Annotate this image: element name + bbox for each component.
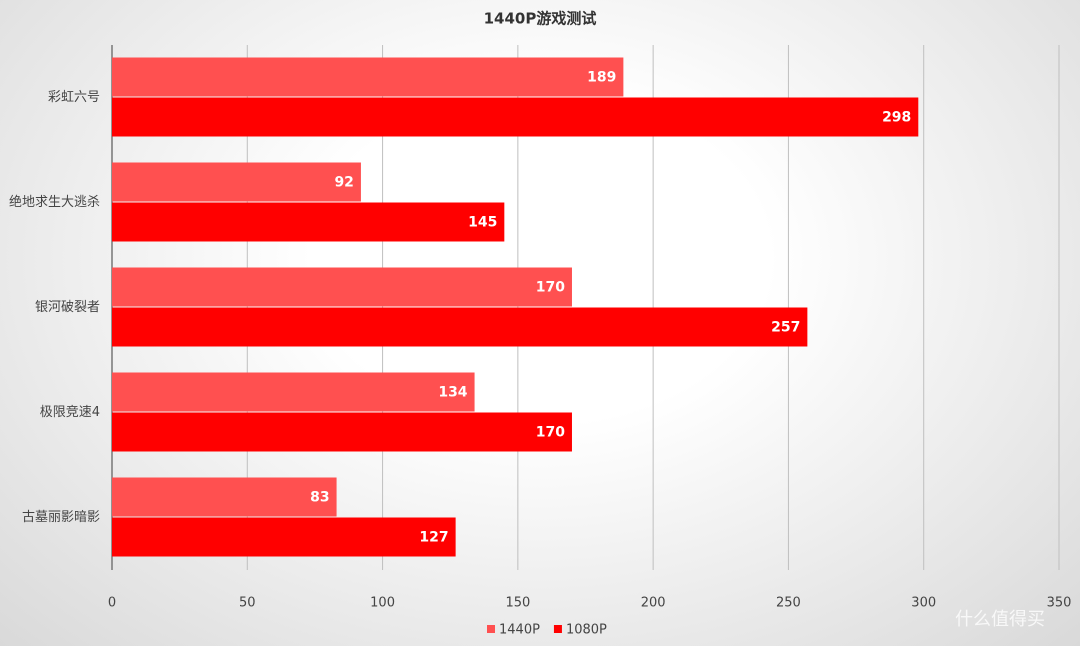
value-label: 189 xyxy=(587,70,616,86)
value-label: 92 xyxy=(334,175,353,191)
x-tick-label: 0 xyxy=(108,596,116,611)
watermark: 什么值得买 xyxy=(955,609,1045,630)
bar xyxy=(112,372,475,412)
bar xyxy=(112,162,361,202)
bar xyxy=(112,307,808,347)
legend-label: 1080P xyxy=(566,623,607,638)
bar xyxy=(112,202,505,242)
value-label: 170 xyxy=(536,280,565,296)
bar xyxy=(112,477,337,517)
x-tick-label: 300 xyxy=(911,596,936,611)
value-label: 145 xyxy=(468,215,497,231)
value-label: 134 xyxy=(438,385,467,401)
value-label: 170 xyxy=(536,425,565,441)
chart-title: 1440P游戏测试 xyxy=(484,10,597,28)
bar xyxy=(112,97,919,137)
bar xyxy=(112,57,624,97)
value-label: 83 xyxy=(310,490,329,506)
x-tick-label: 150 xyxy=(505,596,530,611)
bar xyxy=(112,412,572,452)
y-tick-label: 银河破裂者 xyxy=(35,300,100,315)
value-label: 127 xyxy=(419,530,448,546)
legend-swatch xyxy=(487,625,495,633)
x-tick-label: 50 xyxy=(239,596,256,611)
legend-swatch xyxy=(553,625,562,633)
x-tick-label: 350 xyxy=(1047,596,1072,611)
bar xyxy=(112,517,456,557)
x-tick-label: 200 xyxy=(641,596,666,611)
y-tick-label: 古墓丽影暗影 xyxy=(22,510,100,525)
value-label: 257 xyxy=(771,320,800,336)
y-tick-label: 彩虹六号 xyxy=(48,90,100,105)
y-tick-label: 极限竞速4 xyxy=(40,404,100,420)
bar xyxy=(112,267,572,307)
x-tick-label: 100 xyxy=(370,596,395,611)
value-label: 298 xyxy=(882,110,911,126)
x-tick-label: 250 xyxy=(776,596,801,611)
legend-label: 1440P xyxy=(499,623,540,638)
y-tick-label: 绝地求生大逃杀 xyxy=(9,194,100,210)
